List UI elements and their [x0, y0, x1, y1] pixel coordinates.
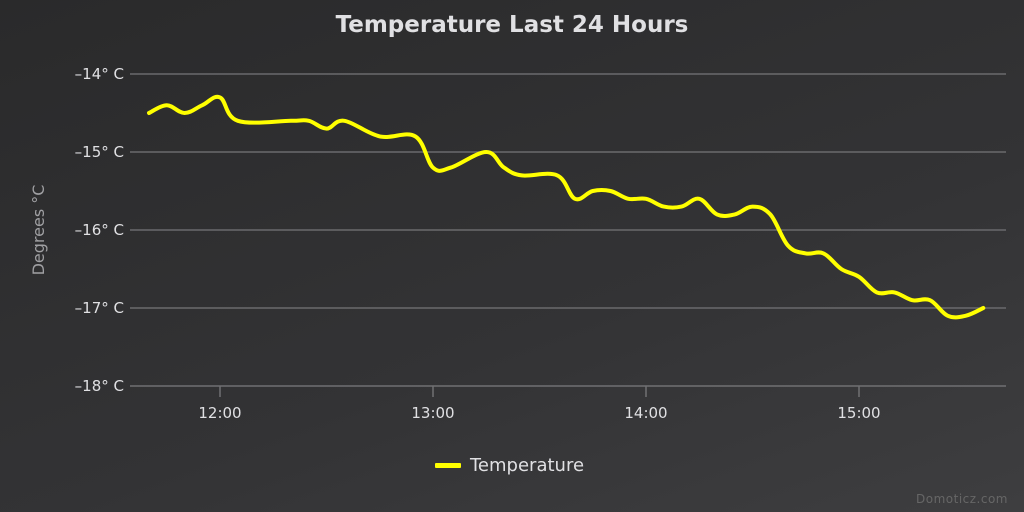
y-tick-label: –17° C [75, 299, 124, 317]
legend-label: Temperature [470, 455, 585, 476]
y-tick-label: –14° C [75, 65, 124, 83]
x-tick-label: 15:00 [837, 404, 880, 422]
temperature-series-line[interactable] [147, 94, 986, 320]
legend-swatch-icon [435, 463, 461, 468]
y-tick-label: –15° C [75, 143, 124, 161]
y-tick-label: –16° C [75, 221, 124, 239]
x-tick-label: 14:00 [624, 404, 667, 422]
y-axis-ticks: –14° C –15° C –16° C –17° C –18° C [75, 65, 124, 395]
y-axis-label: Degrees °C [29, 185, 48, 276]
x-axis-ticks: 12:00 13:00 14:00 15:00 [198, 386, 881, 422]
x-tick-label: 13:00 [411, 404, 454, 422]
y-tick-label: –18° C [75, 377, 124, 395]
credits-link[interactable]: Domoticz.com [916, 492, 1008, 506]
chart-title: Temperature Last 24 Hours [335, 12, 689, 38]
legend-item-temperature[interactable]: Temperature [435, 455, 584, 476]
x-tick-label: 12:00 [198, 404, 241, 422]
grid-lines [130, 73, 1006, 387]
